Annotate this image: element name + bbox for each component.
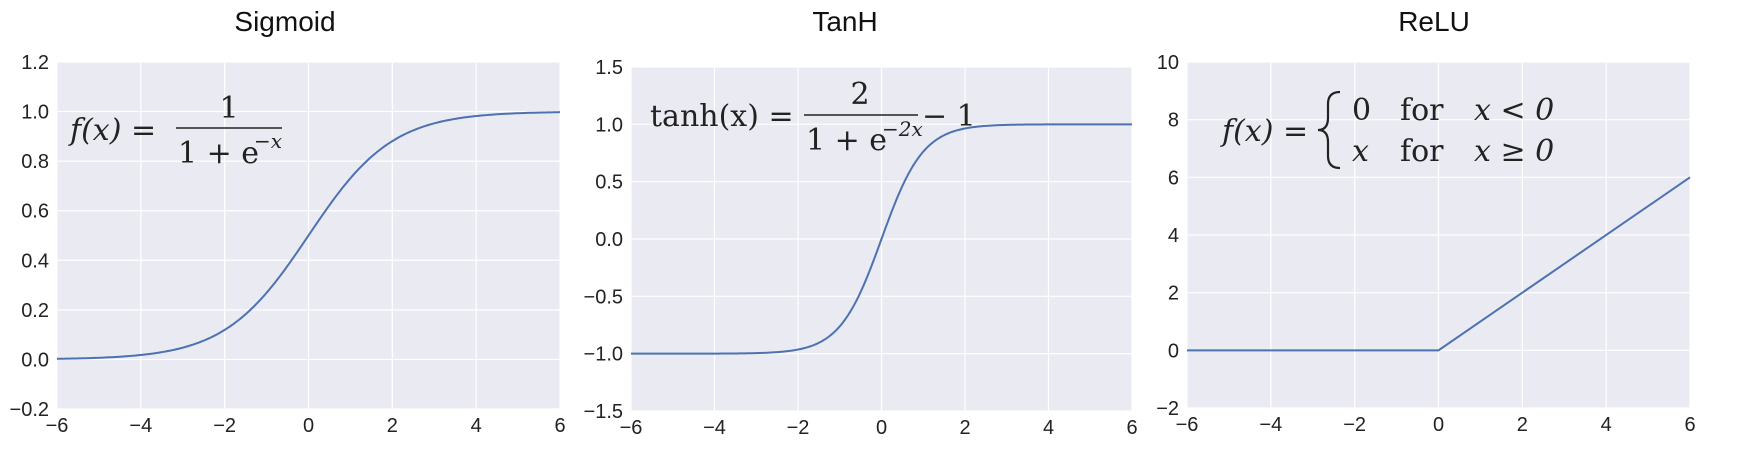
relu-x-tick-label: 2 bbox=[1517, 414, 1528, 436]
relu-formula: f(x) = 0 for x < 0 x for x ≥ 0 bbox=[1220, 90, 1554, 170]
sigmoid-formula-lhs: f(x) = bbox=[68, 113, 156, 148]
tanh-formula-lhs: tanh(x) = bbox=[650, 99, 794, 134]
tanh-formula-exponent: −2x bbox=[882, 117, 923, 141]
relu-x-tick-label: 0 bbox=[1433, 414, 1444, 436]
sigmoid-x-tick-label: 2 bbox=[387, 415, 398, 437]
tanh-y-tick-label: −0.5 bbox=[584, 286, 623, 308]
sigmoid-formula-numerator: 1 bbox=[219, 91, 238, 126]
sigmoid-y-tick-label: 0.8 bbox=[21, 151, 49, 173]
sigmoid-y-tick-label: 0.2 bbox=[21, 300, 49, 322]
relu-y-tick-labels: −2 0 2 4 6 8 10 bbox=[1156, 52, 1179, 420]
sigmoid-formula: f(x) = 1 1 + e −x bbox=[68, 91, 282, 171]
relu-panel: ReLU −2 0 2 4 6 8 10 −6 −4 −2 0 2 4 6 f(x) = 0 for x… bbox=[1156, 6, 1695, 436]
sigmoid-curve bbox=[56, 111, 561, 360]
relu-x-tick-label: 4 bbox=[1601, 414, 1612, 436]
sigmoid-x-tick-labels: −6 −4 −2 0 2 4 6 bbox=[46, 415, 566, 437]
relu-x-tick-labels: −6 −4 −2 0 2 4 6 bbox=[1176, 414, 1696, 436]
relu-y-tick-label: 10 bbox=[1157, 52, 1179, 74]
relu-case1-word: for bbox=[1400, 93, 1444, 128]
sigmoid-y-tick-label: −0.2 bbox=[10, 399, 49, 421]
tanh-title: TanH bbox=[812, 6, 877, 37]
relu-case1-value: 0 bbox=[1352, 93, 1371, 128]
sigmoid-y-tick-label: 1.0 bbox=[21, 102, 49, 124]
tanh-y-tick-label: 1.5 bbox=[595, 57, 623, 79]
sigmoid-y-tick-label: 0.6 bbox=[21, 201, 49, 223]
sigmoid-x-tick-label: −6 bbox=[46, 415, 69, 437]
sigmoid-y-tick-label: 0.0 bbox=[21, 349, 49, 371]
tanh-y-tick-labels: −1.5 −1.0 −0.5 0.0 0.5 1.0 1.5 bbox=[584, 57, 623, 423]
sigmoid-y-tick-label: 0.4 bbox=[21, 250, 49, 272]
relu-y-tick-label: 8 bbox=[1168, 110, 1179, 132]
relu-case2-value: x bbox=[1352, 134, 1369, 169]
sigmoid-x-tick-label: 6 bbox=[554, 415, 565, 437]
tanh-y-tick-label: −1.5 bbox=[584, 401, 623, 423]
sigmoid-panel: Sigmoid −0.2 0.0 0.2 0.4 0.6 0.8 1.0 1.2 −6 −4 −2… bbox=[10, 6, 566, 437]
relu-title: ReLU bbox=[1398, 6, 1470, 37]
relu-y-tick-label: 0 bbox=[1168, 340, 1179, 362]
relu-x-tick-label: −2 bbox=[1343, 414, 1366, 436]
sigmoid-x-tick-label: −2 bbox=[213, 415, 236, 437]
sigmoid-formula-denominator: 1 + e bbox=[178, 136, 259, 171]
sigmoid-x-tick-label: −4 bbox=[129, 415, 152, 437]
tanh-x-tick-label: −6 bbox=[620, 417, 643, 439]
tanh-y-tick-label: −1.0 bbox=[584, 344, 623, 366]
relu-case2-condition: x ≥ 0 bbox=[1474, 134, 1554, 169]
tanh-formula: tanh(x) = 2 1 + e −2x − 1 bbox=[650, 77, 976, 158]
tanh-y-tick-label: 1.0 bbox=[595, 114, 623, 136]
tanh-formula-numerator: 2 bbox=[850, 77, 869, 112]
relu-y-tick-label: −2 bbox=[1156, 398, 1179, 420]
sigmoid-grid bbox=[56, 61, 561, 410]
sigmoid-y-tick-label: 1.2 bbox=[21, 52, 49, 74]
relu-y-tick-label: 6 bbox=[1168, 167, 1179, 189]
relu-x-tick-label: 6 bbox=[1684, 414, 1695, 436]
relu-formula-lhs: f(x) = bbox=[1220, 114, 1308, 149]
tanh-x-tick-labels: −6 −4 −2 0 2 4 6 bbox=[620, 417, 1138, 439]
relu-x-tick-label: −4 bbox=[1259, 414, 1282, 436]
sigmoid-x-tick-label: 4 bbox=[471, 415, 482, 437]
tanh-curve bbox=[631, 123, 1132, 355]
relu-case1-condition: x < 0 bbox=[1474, 93, 1554, 128]
relu-x-tick-label: −6 bbox=[1176, 414, 1199, 436]
sigmoid-x-tick-label: 0 bbox=[303, 415, 314, 437]
relu-y-tick-label: 4 bbox=[1168, 225, 1179, 247]
relu-y-tick-label: 2 bbox=[1168, 283, 1179, 305]
sigmoid-y-tick-labels: −0.2 0.0 0.2 0.4 0.6 0.8 1.0 1.2 bbox=[10, 52, 49, 421]
relu-curve bbox=[1187, 176, 1691, 352]
tanh-formula-denominator: 1 + e bbox=[806, 123, 887, 158]
sigmoid-title: Sigmoid bbox=[234, 6, 335, 37]
tanh-y-tick-label: 0.5 bbox=[595, 172, 623, 194]
tanh-panel: TanH −1.5 −1.0 −0.5 0.0 0.5 1.0 1.5 −6 −4 −2 0 2 4 6… bbox=[584, 6, 1138, 439]
tanh-x-tick-label: 0 bbox=[876, 417, 887, 439]
tanh-formula-tail: − 1 bbox=[922, 99, 976, 134]
tanh-x-tick-label: −2 bbox=[787, 417, 810, 439]
tanh-x-tick-label: −4 bbox=[703, 417, 726, 439]
tanh-y-tick-label: 0.0 bbox=[595, 229, 623, 251]
relu-cases-brace bbox=[1317, 90, 1341, 170]
tanh-x-tick-label: 4 bbox=[1043, 417, 1054, 439]
sigmoid-formula-exponent: −x bbox=[254, 129, 282, 153]
tanh-x-tick-label: 2 bbox=[959, 417, 970, 439]
tanh-x-tick-label: 6 bbox=[1126, 417, 1137, 439]
relu-case2-word: for bbox=[1400, 134, 1444, 169]
